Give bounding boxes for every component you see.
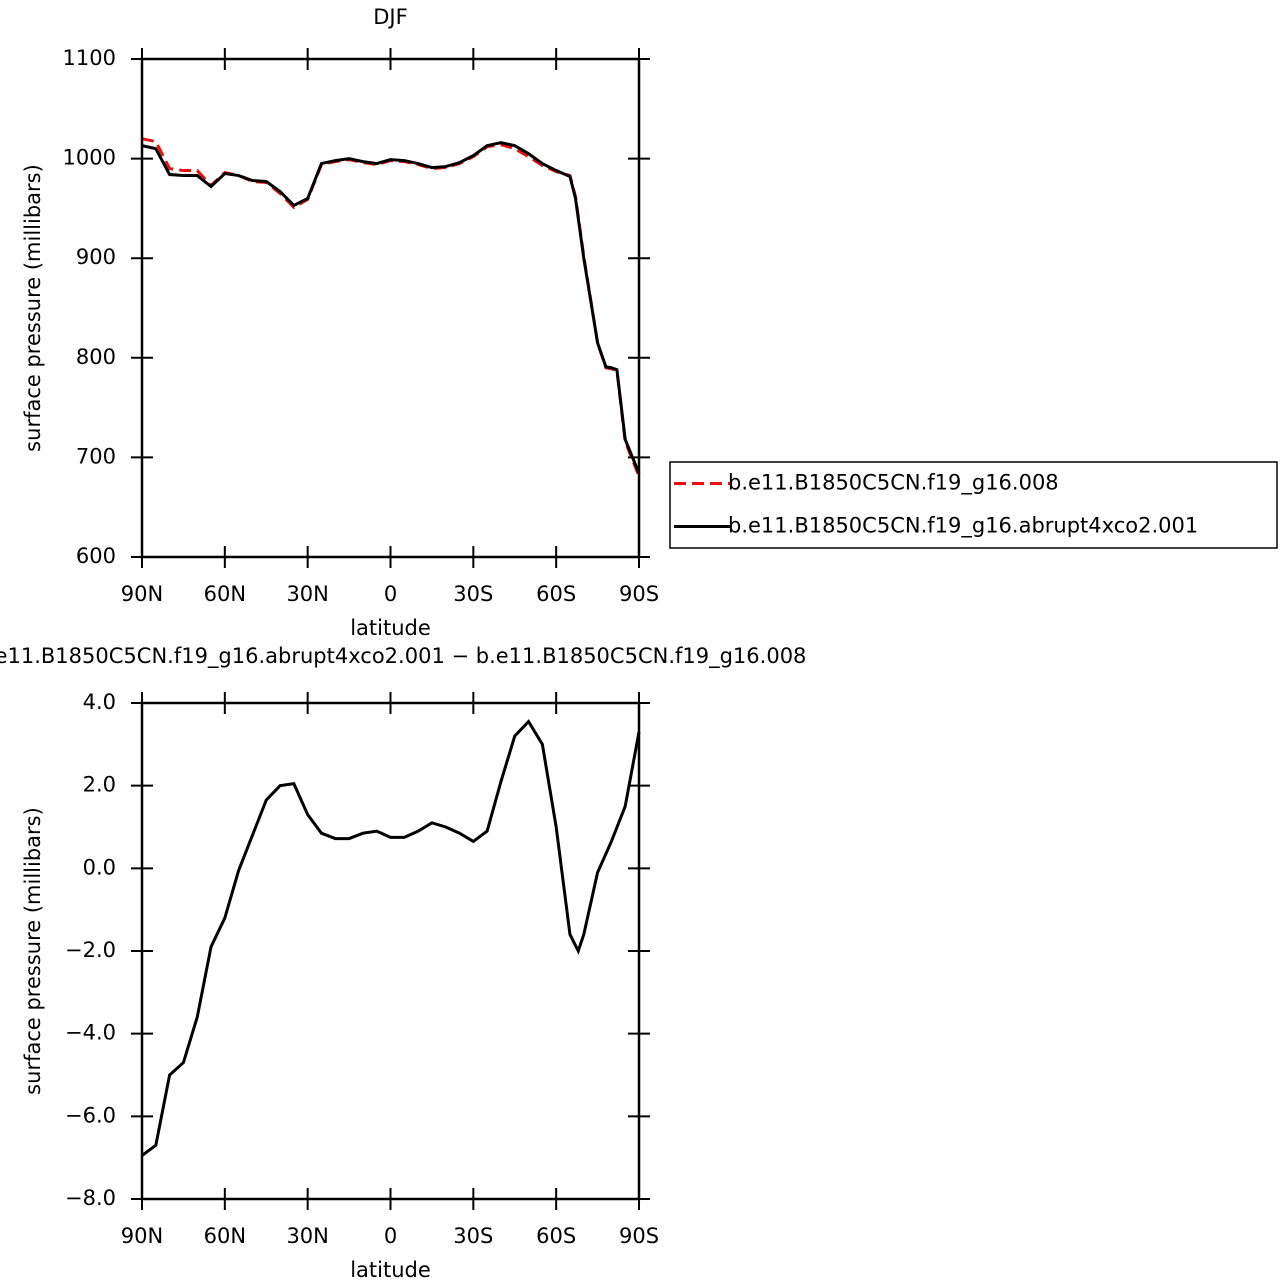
y-tick-label: 600 (76, 544, 116, 568)
x-tick-label: 60N (204, 582, 246, 606)
x-axis-label: latitude (350, 1258, 431, 1282)
y-tick-label: −2.0 (65, 938, 116, 962)
y-tick-label: 1100 (63, 46, 116, 70)
y-axis-label: surface pressure (millibars) (21, 807, 45, 1095)
chart-title: DJF (373, 5, 407, 29)
x-tick-label: 30S (453, 582, 493, 606)
legend-label: b.e11.B1850C5CN.f19_g16.008 (728, 471, 1059, 496)
y-tick-label: −4.0 (65, 1021, 116, 1045)
series-line (141, 719, 641, 1157)
y-axis-label: surface pressure (millibars) (21, 164, 45, 452)
x-tick-label: 90S (619, 1224, 659, 1248)
y-tick-label: 700 (76, 444, 116, 468)
y-tick-label: 900 (76, 245, 116, 269)
y-tick-label: 0.0 (83, 855, 116, 879)
x-tick-label: 0 (384, 582, 397, 606)
y-tick-label: 1000 (63, 146, 116, 170)
series-line (141, 137, 641, 477)
x-tick-label: 30S (453, 1224, 493, 1248)
chart-title: b.e11.B1850C5CN.f19_g16.abrupt4xco2.001 … (0, 644, 806, 669)
y-tick-label: −6.0 (65, 1103, 116, 1127)
x-tick-label: 60S (536, 1224, 576, 1248)
y-tick-label: 4.0 (83, 690, 116, 714)
x-tick-label: 0 (384, 1224, 397, 1248)
y-tick-label: 800 (76, 345, 116, 369)
series-line (141, 141, 641, 474)
legend-label: b.e11.B1850C5CN.f19_g16.abrupt4xco2.001 (728, 514, 1198, 539)
y-tick-label: −8.0 (65, 1186, 116, 1210)
plot-frame (140, 701, 641, 1201)
x-tick-label: 30N (286, 582, 328, 606)
x-tick-label: 90S (619, 582, 659, 606)
y-tick-label: 2.0 (83, 773, 116, 797)
x-tick-label: 60S (536, 582, 576, 606)
legend-box (669, 461, 1278, 549)
x-tick-label: 30N (286, 1224, 328, 1248)
plot-frame (140, 57, 641, 559)
x-tick-label: 90N (121, 582, 163, 606)
x-tick-label: 90N (121, 1224, 163, 1248)
x-tick-label: 60N (204, 1224, 246, 1248)
x-axis-label: latitude (350, 616, 431, 640)
